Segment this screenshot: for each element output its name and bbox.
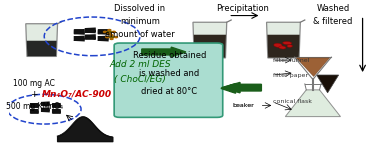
- Polygon shape: [26, 24, 57, 56]
- Text: Add 2 ml DES: Add 2 ml DES: [109, 60, 171, 69]
- Polygon shape: [317, 75, 339, 93]
- Text: 500 mg KMnO₄: 500 mg KMnO₄: [6, 102, 63, 111]
- Ellipse shape: [212, 49, 215, 51]
- Text: 100 mg AC: 100 mg AC: [13, 79, 55, 88]
- FancyArrow shape: [222, 82, 261, 93]
- Circle shape: [112, 31, 115, 33]
- Ellipse shape: [283, 42, 292, 45]
- Polygon shape: [194, 35, 226, 58]
- Circle shape: [104, 31, 107, 33]
- Text: is washed and: is washed and: [139, 69, 200, 78]
- Text: dried at 80°C: dried at 80°C: [141, 87, 197, 96]
- Text: filter funnel: filter funnel: [273, 58, 310, 63]
- Circle shape: [110, 36, 113, 38]
- Circle shape: [115, 36, 118, 38]
- Text: amount of water: amount of water: [105, 30, 175, 39]
- Text: Residue obtained: Residue obtained: [133, 51, 206, 60]
- Text: beaker: beaker: [232, 103, 254, 108]
- Polygon shape: [193, 22, 227, 58]
- Text: filter paper: filter paper: [273, 72, 308, 78]
- Ellipse shape: [205, 47, 208, 49]
- Text: +: +: [31, 90, 38, 99]
- Circle shape: [108, 33, 111, 34]
- Circle shape: [110, 35, 113, 36]
- FancyArrow shape: [221, 84, 235, 93]
- FancyArrow shape: [142, 47, 186, 57]
- Circle shape: [107, 31, 111, 33]
- Polygon shape: [296, 58, 330, 76]
- Text: Dissolved in: Dissolved in: [115, 4, 166, 13]
- Polygon shape: [27, 41, 57, 56]
- Ellipse shape: [287, 45, 293, 47]
- Polygon shape: [266, 22, 301, 58]
- Text: Mn₄O₇/AC-900: Mn₄O₇/AC-900: [42, 90, 112, 99]
- Ellipse shape: [274, 43, 282, 47]
- Text: Precipitation: Precipitation: [217, 4, 270, 13]
- Circle shape: [108, 30, 111, 31]
- Polygon shape: [267, 35, 299, 58]
- Text: & filtered: & filtered: [313, 17, 353, 26]
- FancyBboxPatch shape: [114, 43, 223, 117]
- Circle shape: [106, 36, 108, 38]
- Polygon shape: [285, 90, 341, 117]
- Text: ( ChoCl/EG): ( ChoCl/EG): [114, 75, 166, 84]
- Text: minimum: minimum: [120, 17, 160, 26]
- Text: beaker: beaker: [232, 103, 254, 108]
- Text: Washed: Washed: [316, 4, 350, 13]
- Circle shape: [110, 38, 113, 39]
- Ellipse shape: [208, 50, 211, 52]
- Ellipse shape: [279, 46, 286, 49]
- Text: conical flask: conical flask: [273, 99, 312, 104]
